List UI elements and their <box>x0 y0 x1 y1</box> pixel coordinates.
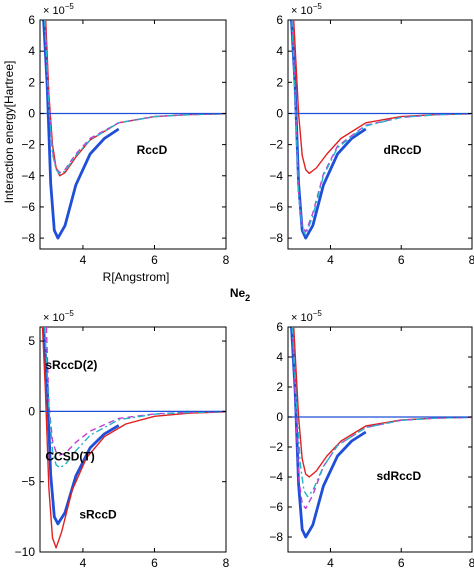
figure-title-main: Ne <box>230 286 246 300</box>
x-tick-label: 6 <box>398 253 405 267</box>
y-tick-label: −2 <box>269 440 283 454</box>
plot-frame <box>287 19 473 250</box>
exponent-power: −5 <box>65 309 75 318</box>
y-tick-label: 0 <box>28 404 35 418</box>
y-tick-label: 2 <box>28 75 35 89</box>
exponent-label: × 10−5 <box>291 2 322 17</box>
y-tick-label: −2 <box>21 138 35 152</box>
y-tick-label: −5 <box>21 475 35 489</box>
y-tick-label: −8 <box>269 530 283 544</box>
series-line-1 <box>42 327 120 526</box>
curve-annotation: sRccD <box>79 507 117 521</box>
y-tick-label: 4 <box>28 44 35 58</box>
panel-1: 4 6 8 −8 −6 −4 −2 0 2 4 6 × 10−5 RccD <box>21 2 229 267</box>
plot-frame <box>287 326 473 553</box>
y-tick-label: 0 <box>276 410 283 424</box>
y-tick-label: −10 <box>15 545 36 559</box>
x-tick-label: 6 <box>151 556 158 570</box>
exponent-base: × 10 <box>43 5 65 17</box>
y-tick-label: −6 <box>269 200 283 214</box>
series-line-3 <box>45 327 226 456</box>
x-tick-label: 4 <box>80 253 87 267</box>
exponent-power: −5 <box>65 2 75 11</box>
y-tick-label: 2 <box>276 75 283 89</box>
curve-annotation: CCSD(T) <box>45 450 94 464</box>
figure-title-subscript: 2 <box>245 293 250 303</box>
curve-annotation: sRccD(2) <box>45 358 97 372</box>
y-tick-label: 4 <box>276 350 283 364</box>
y-tick-label: 0 <box>28 106 35 120</box>
curve-annotation: RccD <box>137 143 168 157</box>
x-tick-label: 4 <box>80 556 87 570</box>
exponent-base: × 10 <box>291 5 313 17</box>
series-line-4 <box>44 20 226 175</box>
panel-4: 4 6 8 −8 −6 −4 −2 0 2 4 6 × 10−5 sdRccD <box>269 309 474 570</box>
figure-title: Ne2 <box>230 286 250 303</box>
x-tick-label: 4 <box>327 556 334 570</box>
y-tick-label: −6 <box>269 500 283 514</box>
series-line-4 <box>291 327 472 498</box>
y-tick-label: −2 <box>269 138 283 152</box>
series-group <box>288 327 472 539</box>
series-line-2 <box>41 327 226 549</box>
y-tick-label: −6 <box>21 200 35 214</box>
plot-frame <box>39 19 227 250</box>
y-tick-label: −4 <box>269 470 283 484</box>
x-axis-label: R[Angstrom] <box>103 270 170 284</box>
exponent-label: × 10−5 <box>43 2 74 17</box>
series-group <box>288 20 472 240</box>
y-tick-label: 2 <box>276 380 283 394</box>
exponent-base: × 10 <box>43 312 65 324</box>
series-line-4 <box>291 20 472 236</box>
y-axis-label: Interaction energy[Hartree] <box>2 61 16 204</box>
x-tick-label: 4 <box>327 253 334 267</box>
y-tick-label: 6 <box>276 13 283 27</box>
series-line-1 <box>42 20 120 240</box>
curve-annotation: dRccD <box>384 143 422 157</box>
y-tick-label: 6 <box>276 320 283 334</box>
x-tick-label: 6 <box>398 556 405 570</box>
exponent-base: × 10 <box>291 312 313 324</box>
series-line-3 <box>291 327 472 510</box>
series-group <box>40 327 226 549</box>
series-line-4 <box>44 327 226 469</box>
exponent-power: −5 <box>313 309 323 318</box>
exponent-label: × 10−5 <box>43 309 74 324</box>
y-tick-label: 6 <box>28 13 35 27</box>
curve-annotation: sdRccD <box>376 469 421 483</box>
y-tick-label: −8 <box>269 231 283 245</box>
x-tick-label: 8 <box>469 556 474 570</box>
exponent-power: −5 <box>313 2 323 11</box>
x-tick-label: 8 <box>469 253 474 267</box>
y-tick-label: −4 <box>21 169 35 183</box>
plot-frame <box>39 326 227 553</box>
x-tick-label: 8 <box>223 253 230 267</box>
exponent-label: × 10−5 <box>291 309 322 324</box>
y-tick-label: 4 <box>276 44 283 58</box>
panel-2: 4 6 8 −8 −6 −4 −2 0 2 4 6 × 10−5 dRccD <box>269 2 474 267</box>
x-tick-label: 6 <box>151 253 158 267</box>
y-tick-label: 0 <box>276 106 283 120</box>
y-tick-label: −4 <box>269 169 283 183</box>
series-group <box>40 20 226 240</box>
x-tick-label: 8 <box>223 556 230 570</box>
y-tick-label: −8 <box>21 231 35 245</box>
y-tick-label: 5 <box>28 334 35 348</box>
